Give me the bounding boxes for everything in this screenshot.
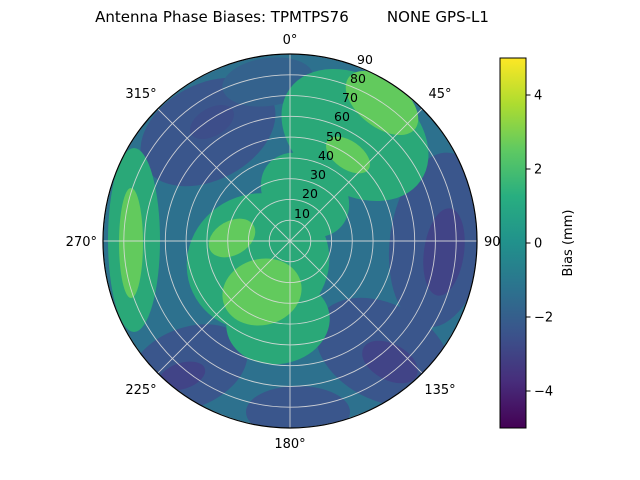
grid-spoke: [289, 108, 423, 242]
contour-region: [246, 386, 350, 428]
colorbar-gradient: [499, 57, 527, 429]
grid-spoke: [157, 108, 291, 242]
angular-tick-label: 135°: [424, 383, 455, 398]
plot-boundary: [102, 53, 478, 429]
radial-tick-label: 90: [357, 52, 373, 67]
radial-tick-label: 40: [318, 148, 334, 163]
contour-blobs-dark: [128, 57, 477, 428]
contour-region: [362, 340, 418, 384]
chart-title: Antenna Phase Biases: TPMTPS76 NONE GPS-…: [95, 8, 489, 26]
angular-tick-label: 45°: [428, 87, 451, 102]
contour-region: [190, 104, 234, 140]
radial-tick-label: 10: [294, 206, 310, 221]
polar-grid: [103, 54, 477, 428]
contour-region: [208, 218, 256, 258]
angular-tick-label: 180°: [274, 437, 305, 452]
contour-region: [158, 361, 206, 391]
angular-tick-label: 225°: [125, 383, 156, 398]
colorbar-tick-label: 4: [534, 89, 542, 104]
angular-tick-label: 315°: [125, 87, 156, 102]
radial-tick-label: 20: [302, 186, 318, 201]
colorbar-tick-labels: 4 2 0 −2 −4: [534, 89, 553, 400]
radial-tick-labels: 10 20 30 40 50 60 70 80 90: [294, 52, 373, 221]
grid-spoke: [157, 240, 291, 374]
radial-tick-label: 70: [342, 90, 358, 105]
radial-tick-label: 60: [334, 109, 350, 124]
colorbar-tick-label: 0: [534, 237, 542, 252]
colorbar-axis-label: Bias (mm): [561, 210, 576, 277]
contour-region: [119, 188, 143, 298]
colorbar-tick-label: −4: [534, 385, 553, 400]
grid-spoke: [289, 240, 423, 374]
angular-tick-label: 0°: [283, 33, 298, 48]
colorbar-ticks: [526, 94, 531, 392]
angular-tick-label: 270°: [66, 235, 97, 250]
angular-tick-labels: 0° 45° 90 135° 180° 225° 270° 315°: [66, 33, 501, 452]
colorbar: 4 2 0 −2 −4 Bias (mm): [499, 57, 576, 429]
colorbar-tick-label: 2: [534, 163, 542, 178]
radial-tick-label: 80: [350, 71, 366, 86]
contour-blobs-green: [108, 68, 429, 365]
radial-tick-label: 30: [310, 167, 326, 182]
colorbar-tick-label: −2: [534, 311, 553, 326]
contour-region: [423, 208, 465, 296]
radial-tick-label: 50: [326, 129, 342, 144]
angular-tick-label: 90: [484, 235, 501, 250]
